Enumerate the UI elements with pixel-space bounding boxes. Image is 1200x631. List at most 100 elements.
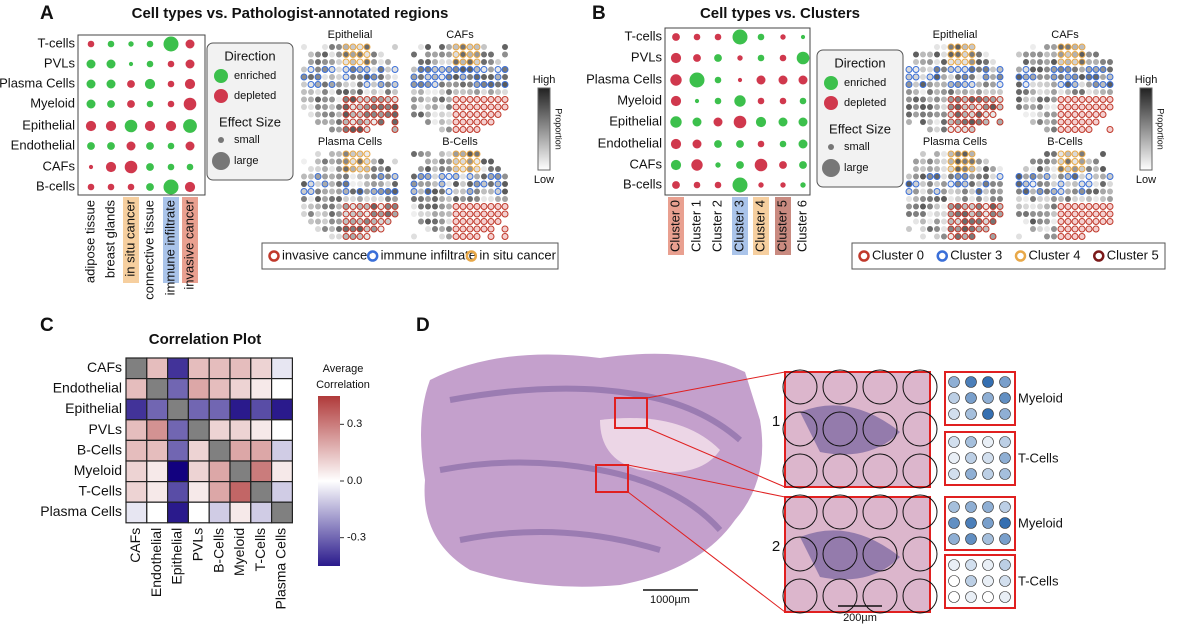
column-label: B-Cells xyxy=(210,528,226,573)
correlation-cell xyxy=(208,378,231,400)
map-spot xyxy=(363,233,371,240)
map-spot xyxy=(1071,96,1079,103)
map-spot xyxy=(968,225,976,233)
map-spot xyxy=(487,233,495,240)
map-spot xyxy=(378,51,384,58)
map-spot xyxy=(432,188,438,195)
map-spot xyxy=(947,218,955,225)
map-spot xyxy=(336,203,342,210)
map-spot xyxy=(1092,225,1100,233)
map-spot xyxy=(1086,158,1092,165)
map-spot xyxy=(1022,66,1030,73)
map-spot xyxy=(1030,203,1036,210)
map-spot xyxy=(976,81,982,88)
map-spot xyxy=(446,119,452,125)
column-label: Cluster 6 xyxy=(794,200,809,252)
map-spot xyxy=(1099,81,1107,88)
column-label: PVLs xyxy=(190,528,206,561)
map-spot xyxy=(308,104,314,110)
effect-dot xyxy=(124,160,138,174)
map-spot xyxy=(927,226,933,232)
map-spot xyxy=(961,96,969,103)
map-spot xyxy=(1064,218,1072,225)
map-spot xyxy=(384,218,392,225)
map-spot xyxy=(968,203,976,210)
map-spot xyxy=(906,196,912,202)
map-spot xyxy=(363,73,371,81)
map-spot xyxy=(1071,233,1079,240)
map-spot xyxy=(927,181,933,187)
row-label: Epithelial xyxy=(609,113,662,128)
grid-label: Myeloid xyxy=(1018,390,1063,405)
map-spot xyxy=(913,218,919,225)
map-spot xyxy=(1099,103,1107,111)
map-spot xyxy=(459,51,467,58)
map-spot xyxy=(356,158,364,165)
map-spot xyxy=(1064,73,1072,81)
map-spot xyxy=(982,180,990,188)
map-spot xyxy=(300,73,308,81)
map-spot xyxy=(968,126,976,133)
map-spot xyxy=(989,203,997,210)
map-spot xyxy=(473,126,481,133)
map-spot xyxy=(308,74,314,80)
map-spot xyxy=(941,119,947,125)
map-spot xyxy=(364,196,370,202)
map-spot xyxy=(343,196,349,202)
effect-dot xyxy=(778,75,788,85)
map-spot xyxy=(418,151,424,157)
map-spot xyxy=(1057,150,1065,158)
effect-dot xyxy=(127,183,135,191)
map-spot xyxy=(446,158,452,165)
legend-text: depleted xyxy=(234,90,276,102)
map-spot xyxy=(1092,218,1100,225)
map-spot xyxy=(1029,73,1037,81)
map-spot xyxy=(1044,74,1050,80)
map-spot xyxy=(459,165,467,173)
row-label: Endothelial xyxy=(53,380,122,396)
map-spot xyxy=(391,126,399,133)
map-spot xyxy=(371,51,377,58)
map-spot xyxy=(439,126,445,133)
map-spot xyxy=(308,203,314,210)
map-spot xyxy=(466,51,474,58)
map-spot xyxy=(342,233,350,240)
map-spot xyxy=(445,66,453,73)
effect-dot xyxy=(146,60,154,68)
map-spot xyxy=(439,203,445,210)
map-spot xyxy=(391,103,399,111)
map-spot xyxy=(1106,173,1114,180)
effect-dot xyxy=(757,54,765,62)
map-spot xyxy=(494,66,502,73)
map-spot xyxy=(948,89,954,95)
column-label: invasive cancer xyxy=(181,199,196,289)
proportion-spot xyxy=(982,591,994,603)
map-spot xyxy=(941,196,947,202)
map-legend-text: Cluster 5 xyxy=(1107,247,1159,262)
correlation-cell xyxy=(250,501,273,524)
map-spot xyxy=(1023,166,1029,172)
diagonal-cell xyxy=(187,419,210,441)
map-spot xyxy=(336,226,342,232)
diagonal-cell xyxy=(146,378,169,400)
map-spot xyxy=(1064,165,1072,173)
map-spot xyxy=(1078,58,1086,66)
map-spot xyxy=(927,89,933,95)
map-spot xyxy=(1030,96,1036,103)
map-spot xyxy=(481,196,487,202)
proportion-spot xyxy=(999,591,1011,603)
map-spot xyxy=(342,225,350,233)
map-spot xyxy=(1051,203,1057,210)
column-highlight xyxy=(668,197,684,255)
map-spot xyxy=(370,103,378,111)
dot-plot-frame xyxy=(664,27,811,196)
spot-outline xyxy=(782,578,818,614)
map-spot xyxy=(976,158,982,165)
map-spot xyxy=(473,210,481,218)
map-spot xyxy=(481,166,487,172)
map-spot xyxy=(1037,211,1043,217)
map-spot xyxy=(920,166,926,172)
correlation-cell xyxy=(229,419,252,441)
map-legend-text: invasive cancer xyxy=(282,247,372,262)
map-spot xyxy=(349,203,357,210)
